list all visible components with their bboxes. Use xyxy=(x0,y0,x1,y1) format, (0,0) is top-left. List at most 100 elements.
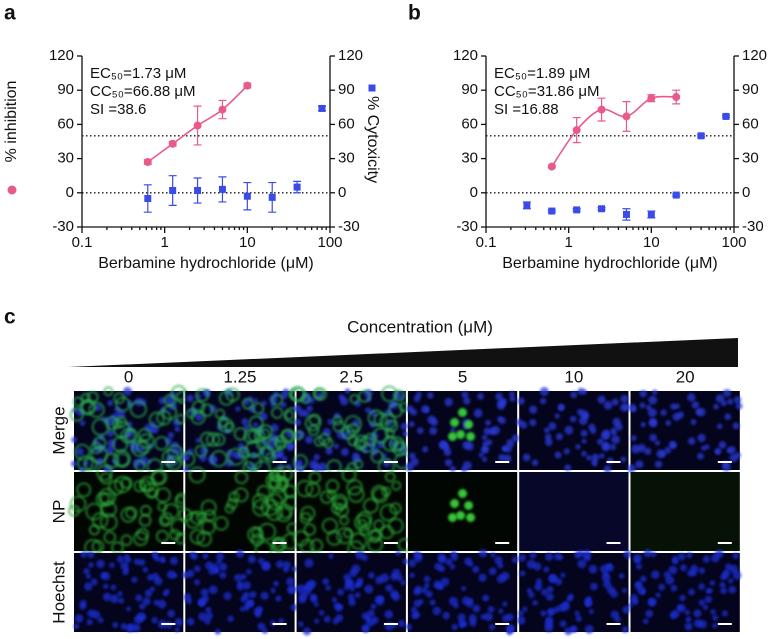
nucleus xyxy=(630,435,637,442)
nucleus xyxy=(449,465,456,472)
infected-cell xyxy=(456,511,466,520)
infected-cell xyxy=(292,454,308,470)
nucleus xyxy=(586,454,592,461)
y2-tick-label: 120 xyxy=(338,47,363,64)
x-tick-label: 0.1 xyxy=(72,234,93,251)
infected-cell xyxy=(363,433,377,447)
y2-tick-label: 30 xyxy=(742,150,759,167)
nucleus xyxy=(449,563,456,570)
nucleus xyxy=(293,404,302,413)
nucleus xyxy=(584,624,594,634)
nucleus xyxy=(465,442,474,451)
micrograph-bg xyxy=(519,472,629,551)
nucleus xyxy=(370,603,377,610)
y-tick-label: -30 xyxy=(52,218,74,235)
infected-cell xyxy=(190,510,205,525)
nucleus xyxy=(153,599,160,606)
nucleus xyxy=(71,436,78,443)
nucleus xyxy=(397,619,406,628)
nucleus xyxy=(354,400,362,407)
nucleus xyxy=(697,452,704,460)
nucleus xyxy=(90,578,98,586)
nucleus xyxy=(704,444,710,450)
nucleus xyxy=(406,405,414,413)
infected-cell xyxy=(290,386,306,402)
nucleus xyxy=(566,595,573,602)
nucleus xyxy=(415,391,422,398)
nucleus xyxy=(727,398,734,405)
nucleus xyxy=(186,394,194,403)
infected-cell xyxy=(188,466,206,484)
nucleus xyxy=(142,597,151,606)
nucleus xyxy=(83,567,90,575)
infected-cell xyxy=(303,523,316,536)
nucleus xyxy=(85,573,92,579)
infected-cell xyxy=(385,419,399,433)
infected-cell xyxy=(252,402,265,415)
nucleus xyxy=(632,598,639,606)
infected-cell xyxy=(136,527,149,541)
micrograph xyxy=(293,467,412,558)
infected-cell xyxy=(148,411,165,428)
infected-cell xyxy=(248,415,264,431)
legend-marker xyxy=(368,84,376,92)
data-point xyxy=(293,183,301,191)
nucleus xyxy=(414,585,423,594)
data-point xyxy=(169,187,177,195)
nucleus xyxy=(325,585,332,591)
nucleus xyxy=(545,615,554,624)
nucleus xyxy=(468,614,477,623)
infected-cell xyxy=(69,407,84,422)
infected-cell xyxy=(252,499,270,517)
nucleus xyxy=(643,549,652,558)
row-label: Hoechst xyxy=(49,561,68,624)
nucleus xyxy=(193,579,201,586)
infected-cell xyxy=(270,487,288,505)
infected-cell xyxy=(139,476,156,492)
infected-cell xyxy=(448,432,458,441)
data-point xyxy=(143,158,152,167)
infected-cell xyxy=(313,387,327,401)
nucleus xyxy=(365,407,372,414)
infected-cell xyxy=(271,406,284,419)
nucleus xyxy=(660,409,667,416)
nucleus xyxy=(464,557,473,566)
nucleus xyxy=(408,421,415,428)
infected-cell xyxy=(244,453,263,471)
nucleus xyxy=(167,609,176,618)
nucleus xyxy=(200,588,209,597)
nucleus xyxy=(580,429,588,437)
nucleus xyxy=(102,583,109,590)
nucleus xyxy=(534,582,543,591)
infected-cell xyxy=(214,516,229,531)
nucleus xyxy=(584,598,593,607)
nucleus xyxy=(356,580,363,587)
y-tick-label: 120 xyxy=(49,47,74,64)
infected-cell xyxy=(344,415,362,433)
nucleus xyxy=(553,606,561,613)
nucleus xyxy=(720,573,728,581)
data-point xyxy=(722,112,730,120)
infected-cell xyxy=(305,482,321,498)
nucleus xyxy=(247,555,256,564)
infected-cell xyxy=(251,527,263,539)
nucleus xyxy=(723,569,729,575)
infected-cell xyxy=(347,486,365,503)
nucleus xyxy=(362,625,370,633)
nucleus xyxy=(655,592,661,598)
nucleus xyxy=(374,595,383,604)
nucleus xyxy=(698,583,706,590)
nucleus xyxy=(235,406,241,412)
infected-cell xyxy=(307,424,320,436)
nucleus xyxy=(601,573,611,583)
nucleus xyxy=(726,447,733,454)
infected-cell xyxy=(268,470,280,482)
nucleus xyxy=(467,597,474,604)
nucleus xyxy=(532,599,538,606)
nucleus xyxy=(517,397,525,405)
infected-cell xyxy=(99,513,118,532)
nucleus xyxy=(74,614,84,623)
nucleus xyxy=(560,572,566,578)
infected-cell xyxy=(323,438,334,449)
nucleus xyxy=(472,604,481,613)
